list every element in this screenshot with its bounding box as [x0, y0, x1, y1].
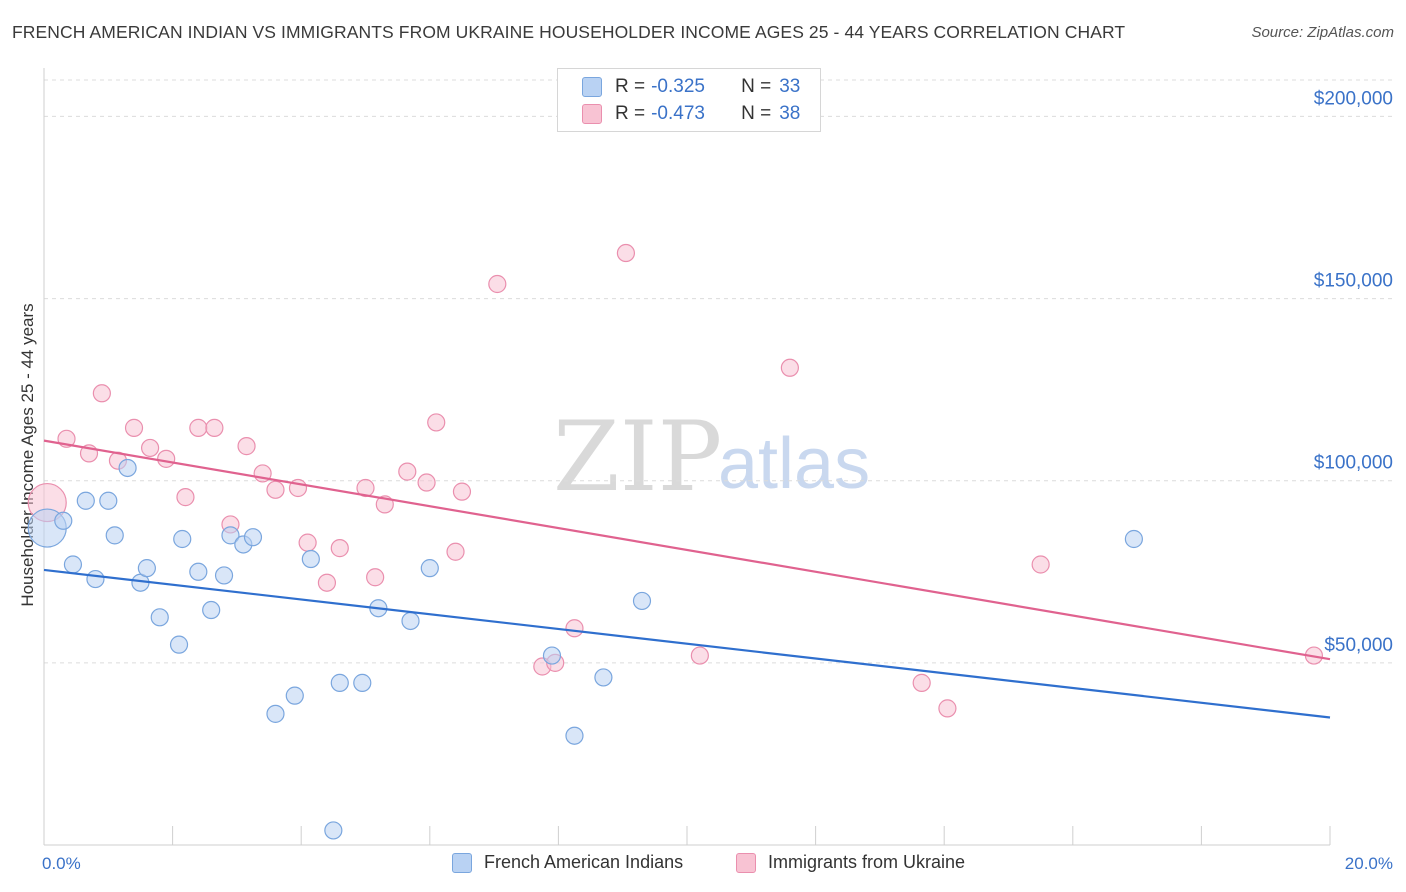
point-ukraine — [157, 449, 176, 468]
point-ukraine — [92, 384, 111, 403]
y-tick-label: $50,000 — [1324, 635, 1393, 656]
grid — [44, 79, 1394, 664]
point-french-american-indian — [301, 549, 320, 569]
point-french-american-indian — [173, 529, 192, 549]
point-french-american-indian — [137, 559, 156, 578]
point-french-american-indian — [202, 600, 221, 620]
point-ukraine — [366, 568, 385, 587]
point-ukraine — [912, 673, 931, 692]
legend-r-value: -0.473 — [651, 103, 705, 124]
legend-n-value: 33 — [779, 76, 801, 97]
bottom-legend-label: Immigrants from Ukraine — [768, 852, 966, 872]
trend-line-french-american-indian — [43, 568, 1331, 719]
point-french-american-indian — [420, 559, 439, 578]
point-french-american-indian — [214, 566, 234, 585]
point-ukraine — [298, 533, 317, 552]
point-ukraine — [446, 542, 465, 561]
point-french-american-indian — [169, 635, 189, 654]
point-french-american-indian — [99, 491, 118, 510]
point-french-american-indian — [401, 611, 420, 631]
point-french-american-indian — [221, 526, 240, 545]
y-tick-labels: $50,000 $100,000 $150,000 $200,000 — [1314, 88, 1393, 655]
watermark-atlas: atlas — [718, 424, 870, 504]
legend-r-label: R = — [615, 103, 646, 124]
point-french-american-indian — [542, 646, 562, 665]
legend-swatch-pink — [582, 104, 602, 124]
point-french-american-indian — [189, 562, 208, 581]
legend-swatch-blue — [582, 77, 602, 97]
point-ukraine — [356, 478, 375, 498]
trend-line-ukraine — [43, 439, 1331, 661]
y-tick-label: $100,000 — [1314, 453, 1393, 474]
point-french-american-indian — [266, 704, 285, 723]
point-french-american-indian — [353, 673, 372, 692]
legend-n-label: N = — [741, 76, 772, 97]
point-ukraine — [237, 437, 256, 456]
legend-n-label: N = — [741, 103, 772, 124]
point-ukraine — [1031, 555, 1050, 574]
correlation-legend: R = -0.325 N = 33 R = -0.473 N = 38 — [557, 68, 821, 132]
watermark: ZIP atlas — [553, 401, 870, 513]
point-french-american-indian — [86, 569, 105, 589]
legend-r-value: -0.325 — [651, 76, 705, 97]
point-ukraine — [427, 413, 446, 432]
x-tick-label-max: 20.0% — [1345, 854, 1393, 873]
legend-n-value: 38 — [779, 103, 801, 124]
legend-row-immigrants-from-ukraine: R = -0.473 N = 38 — [582, 102, 800, 126]
legend-row-french-american-indians: R = -0.325 N = 33 — [582, 75, 800, 99]
point-french-american-indian — [118, 458, 137, 478]
bottom-legend-label: French American Indians — [484, 852, 684, 872]
point-ukraine — [266, 480, 285, 499]
point-ukraine — [330, 539, 349, 558]
x-tick-label-min: 0.0% — [42, 854, 81, 873]
point-ukraine — [189, 418, 208, 437]
point-ukraine — [690, 646, 709, 665]
axes — [43, 68, 1331, 846]
point-ukraine — [140, 438, 160, 458]
point-french-american-indian — [330, 673, 349, 692]
watermark-zip: ZIP — [553, 401, 722, 513]
point-ukraine — [317, 573, 337, 592]
bottom-legend-swatch-blue — [452, 852, 472, 873]
source-note: Source: ZipAtlas.com — [1251, 24, 1394, 41]
point-ukraine — [124, 418, 144, 437]
point-french-american-indian — [1124, 529, 1143, 549]
trend-lines — [43, 439, 1331, 719]
series-french-american-indian-points — [27, 458, 1143, 840]
point-french-american-indian — [150, 608, 169, 627]
bottom-legend-french-american-indians: French American Indians — [452, 852, 683, 873]
point-french-american-indian — [105, 526, 124, 545]
point-ukraine — [417, 473, 436, 492]
point-french-american-indian — [565, 726, 584, 745]
chart-title: FRENCH AMERICAN INDIAN VS IMMIGRANTS FRO… — [12, 22, 1126, 42]
legend-r-label: R = — [615, 76, 646, 97]
point-french-american-indian — [324, 821, 343, 840]
bottom-legend-immigrants-from-ukraine: Immigrants from Ukraine — [736, 852, 965, 873]
point-french-american-indian — [54, 511, 73, 530]
point-ukraine — [176, 488, 195, 507]
point-ukraine — [938, 699, 957, 718]
point-ukraine — [452, 482, 472, 501]
point-french-american-indian — [243, 528, 263, 547]
point-french-american-indian — [632, 591, 652, 611]
point-ukraine — [398, 462, 417, 481]
bottom-legend-swatch-pink — [736, 852, 756, 873]
y-tick-label: $200,000 — [1314, 88, 1393, 109]
x-tick-labels: 0.0% 20.0% — [42, 854, 1393, 873]
point-ukraine — [616, 243, 636, 263]
point-ukraine — [488, 274, 507, 294]
y-tick-label: $150,000 — [1314, 271, 1393, 292]
point-ukraine — [565, 619, 584, 638]
point-ukraine — [205, 418, 224, 437]
point-french-american-indian — [285, 686, 304, 705]
point-french-american-indian — [594, 668, 613, 687]
point-french-american-indian — [63, 555, 83, 574]
point-french-american-indian — [76, 491, 95, 510]
point-ukraine — [780, 358, 799, 377]
